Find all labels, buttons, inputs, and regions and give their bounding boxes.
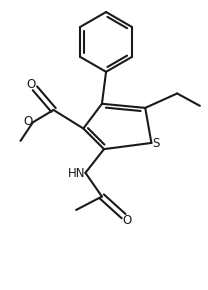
Text: O: O (27, 78, 36, 91)
Text: O: O (123, 214, 132, 227)
Text: S: S (152, 137, 160, 151)
Text: O: O (23, 115, 32, 128)
Text: HN: HN (68, 167, 85, 180)
